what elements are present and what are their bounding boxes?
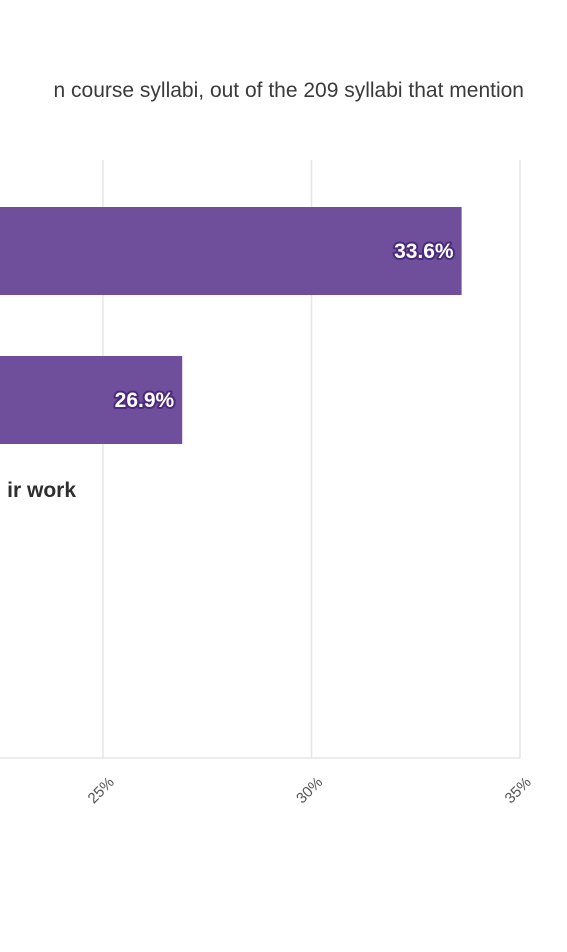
x-axis-ticks: 25% 30% 35%: [85, 774, 535, 807]
x-tick-label: 35%: [502, 774, 535, 807]
category-label: ir work: [7, 479, 76, 502]
bar-value-label: 33.6%: [394, 240, 454, 263]
x-tick-label: 30%: [293, 774, 326, 807]
chart-subtitle: n course syllabi, out of the 209 syllabi…: [53, 79, 524, 102]
bar: [0, 207, 462, 295]
category-labels: ir work: [7, 479, 76, 502]
bars: [0, 207, 462, 444]
bar-value-label: 26.9%: [115, 389, 175, 412]
x-tick-label: 25%: [85, 774, 118, 807]
data-labels: 33.6% 26.9%: [113, 238, 456, 414]
bar: [0, 356, 183, 444]
